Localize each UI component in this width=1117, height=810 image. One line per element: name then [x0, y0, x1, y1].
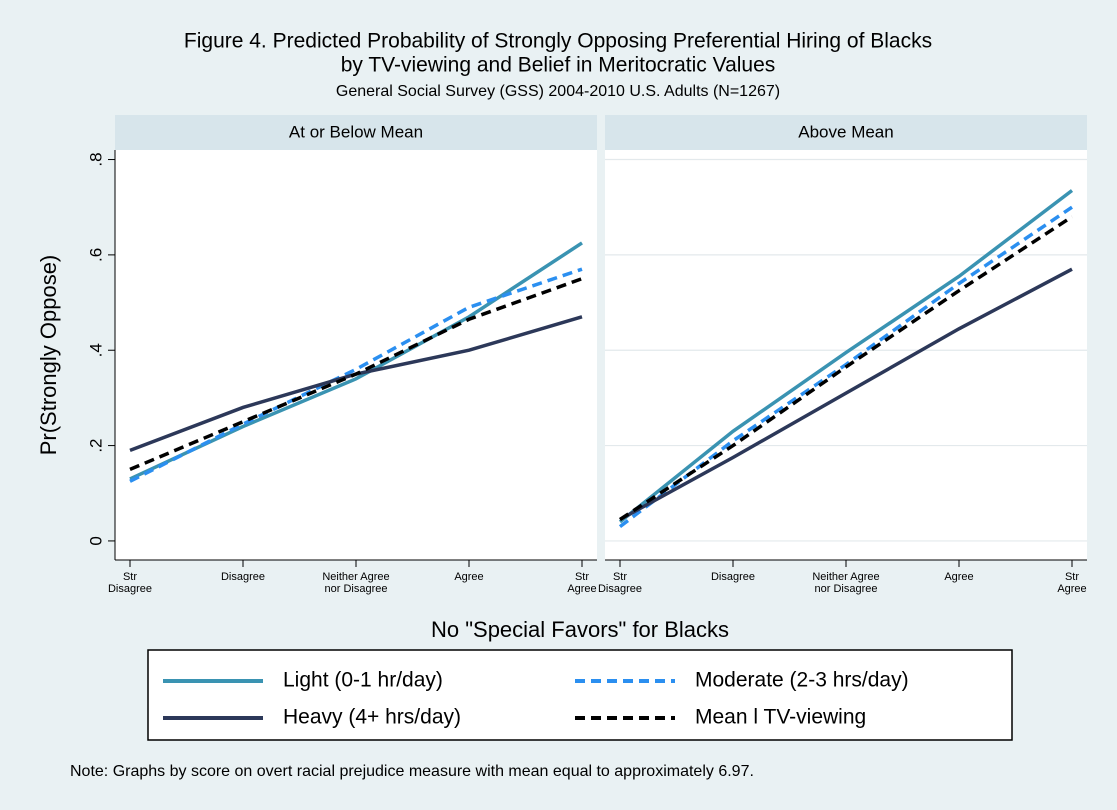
panel-title: At or Below Mean	[289, 122, 423, 141]
x-tick-label: Str Agree	[567, 571, 597, 595]
note: Note: Graphs by score on overt racial pr…	[70, 763, 754, 780]
y-tick-label: 0	[86, 536, 105, 545]
legend-label: Mean l TV-viewing	[695, 706, 866, 729]
plot-area	[605, 150, 1087, 560]
panel-header	[115, 115, 597, 150]
panel-header	[605, 115, 1087, 150]
x-tick-label: Agree	[454, 571, 484, 583]
series-line	[129, 277, 583, 472]
series-line	[618, 205, 1073, 529]
x-tick-label: Disagree	[220, 571, 266, 583]
x-tick-label: Str Disagree	[107, 571, 153, 595]
x-tick-label: Disagree	[710, 571, 756, 583]
legend-label: Heavy (4+ hrs/day)	[283, 706, 461, 729]
y-tick-label: .4	[86, 343, 105, 357]
series-line	[129, 267, 583, 483]
y-tick-label: .2	[86, 438, 105, 452]
legend-label: Moderate (2-3 hrs/day)	[695, 669, 909, 692]
chart-title: by TV-viewing and Belief in Meritocratic…	[341, 54, 776, 77]
series-line	[619, 267, 1073, 522]
legend-box	[147, 649, 1013, 741]
series-line	[618, 189, 1074, 524]
y-axis-label: Pr(Strongly Oppose)	[36, 255, 61, 456]
x-tick-label: Agree	[944, 571, 974, 583]
x-tick-label: Neither Agree nor Disagree	[322, 571, 390, 595]
y-tick-label: .6	[86, 248, 105, 262]
x-tick-label: Neither Agree nor Disagree	[812, 571, 880, 595]
legend-label: Light (0-1 hr/day)	[283, 669, 443, 692]
subtitle: General Social Survey (GSS) 2004-2010 U.…	[336, 83, 780, 100]
y-tick-label: .8	[86, 152, 105, 166]
x-tick-label: Str Disagree	[597, 571, 643, 595]
series-line	[619, 215, 1073, 521]
plot-area	[115, 150, 597, 560]
panel-title: Above Mean	[798, 122, 893, 141]
x-axis-label: No "Special Favors" for Blacks	[431, 617, 729, 642]
chart-title: Figure 4. Predicted Probability of Stron…	[184, 30, 932, 53]
x-tick-label: Str Agree	[1057, 571, 1087, 595]
